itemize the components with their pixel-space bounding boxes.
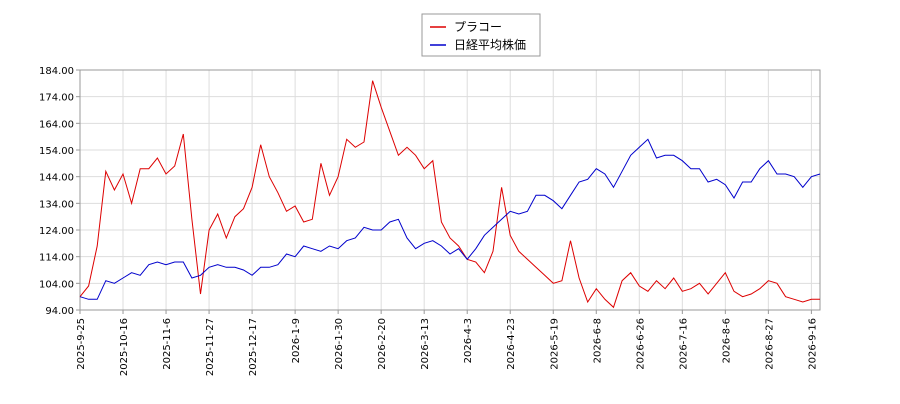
x-tick-label: 2025-12-17 xyxy=(248,318,259,376)
x-tick-label: 2026-4-23 xyxy=(506,318,517,370)
y-tick-label: 174.00 xyxy=(39,93,74,104)
x-tick-label: 2025-10-16 xyxy=(119,318,130,376)
y-tick-label: 114.00 xyxy=(39,253,74,264)
series-line xyxy=(79,80,820,309)
x-tick-label: 2026-3-13 xyxy=(420,318,431,370)
x-tick-label: 2025-11-6 xyxy=(162,318,173,370)
y-tick-label: 124.00 xyxy=(39,226,74,237)
x-tick-label: 2026-8-6 xyxy=(721,318,732,363)
x-tick-label: 2026-8-27 xyxy=(764,318,775,370)
y-tick-label: 184.00 xyxy=(39,66,74,77)
y-tick-label: 154.00 xyxy=(39,146,74,157)
y-tick-label: 144.00 xyxy=(39,173,74,184)
x-tick-label: 2026-4-3 xyxy=(463,318,474,363)
x-tick-label: 2026-9-16 xyxy=(807,318,818,370)
x-tick-label: 2026-6-8 xyxy=(592,318,603,363)
y-tick-label: 164.00 xyxy=(39,119,74,130)
y-tick-label: 104.00 xyxy=(39,279,74,290)
series-line xyxy=(79,138,821,300)
legend-label: プラコー xyxy=(454,20,502,34)
x-tick-label: 2025-9-25 xyxy=(76,318,87,370)
y-tick-label: 94.00 xyxy=(45,306,74,317)
x-tick-label: 2026-1-30 xyxy=(334,318,345,370)
legend-label: 日経平均株価 xyxy=(454,37,526,52)
x-tick-label: 2025-11-27 xyxy=(205,318,216,376)
x-tick-label: 2026-1-9 xyxy=(291,318,302,363)
x-tick-label: 2026-5-19 xyxy=(549,318,560,370)
y-tick-label: 134.00 xyxy=(39,199,74,210)
legend-box xyxy=(421,13,541,57)
x-tick-label: 2026-6-26 xyxy=(635,318,646,370)
x-tick-label: 2026-2-20 xyxy=(377,318,388,370)
x-tick-label: 2026-7-16 xyxy=(678,318,689,370)
plot-frame xyxy=(79,69,821,311)
